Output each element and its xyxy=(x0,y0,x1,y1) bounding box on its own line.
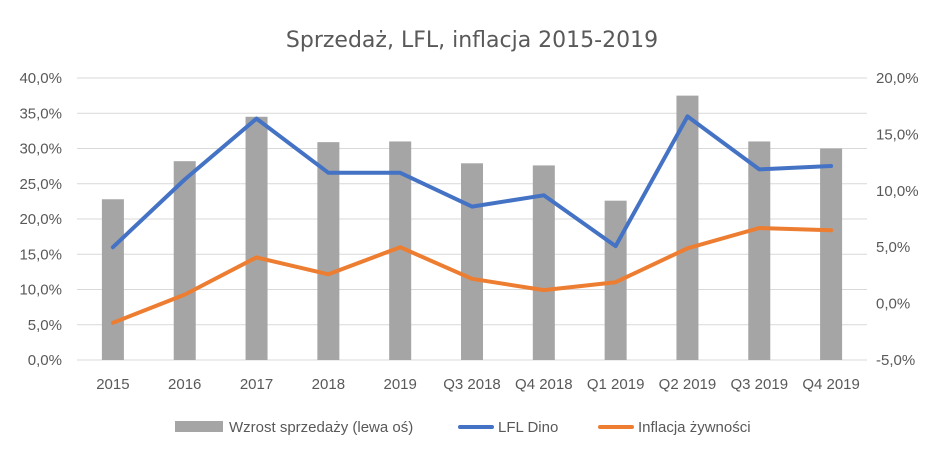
x-axis-tick-label: 2019 xyxy=(383,376,416,393)
right-axis-tick-label: 20,0% xyxy=(876,70,919,87)
left-axis-tick-label: 5,0% xyxy=(28,317,62,334)
bar xyxy=(820,148,843,360)
legend-label: Wzrost sprzedaży (lewa oś) xyxy=(229,419,413,436)
bar-series xyxy=(101,95,843,361)
left-axis-tick-label: 15,0% xyxy=(19,246,62,263)
x-axis-tick-label: 2016 xyxy=(168,376,201,393)
right-axis-tick-label: 5,0% xyxy=(876,239,910,256)
bar xyxy=(532,165,555,360)
bar xyxy=(461,163,483,360)
bar xyxy=(676,95,699,360)
x-axis-tick-label: Q3 2019 xyxy=(730,376,788,393)
right-axis-tick-label: 0,0% xyxy=(876,296,910,313)
right-axis-ticks: -5,0% 0,0% 5,0% 10,0% 15,0% 20,0% xyxy=(876,70,919,369)
left-axis-tick-label: 25,0% xyxy=(19,176,62,193)
left-axis-tick-label: 0,0% xyxy=(28,352,62,369)
x-axis-tick-label: 2015 xyxy=(96,376,129,393)
x-axis-ticks: 2015 2016 2017 2018 2019 Q3 2018 Q4 2018 Q1 201… xyxy=(96,376,860,393)
series-line xyxy=(110,226,834,325)
x-axis-tick-label: Q4 2019 xyxy=(802,376,860,393)
bar xyxy=(389,141,412,360)
legend: Wzrost sprzedaży (lewa oś) LFL Dino Inflac… xyxy=(175,419,751,436)
right-axis-tick-label: 15,0% xyxy=(876,126,919,143)
x-axis-tick-label: Q3 2018 xyxy=(443,376,501,393)
bar xyxy=(245,116,268,361)
left-axis-tick-label: 30,0% xyxy=(19,141,62,158)
line-series xyxy=(110,114,834,325)
left-axis-tick-label: 10,0% xyxy=(19,282,62,299)
bar xyxy=(748,141,771,360)
right-axis-tick-label: -5,0% xyxy=(876,352,915,369)
x-axis-tick-label: Q1 2019 xyxy=(587,376,645,393)
bar xyxy=(317,142,340,360)
series-line xyxy=(110,114,834,250)
left-axis-tick-label: 20,0% xyxy=(19,211,62,228)
x-axis-tick-label: Q4 2018 xyxy=(515,376,573,393)
x-axis-tick-label: 2017 xyxy=(240,376,273,393)
left-axis-ticks: 0,0% 5,0% 10,0% 15,0% 20,0% 25,0% 30,0% 35,0% 40… xyxy=(19,70,62,369)
legend-label: Inflacja żywności xyxy=(638,419,751,436)
x-axis-tick-label: Q2 2019 xyxy=(659,376,717,393)
x-axis-tick-label: 2018 xyxy=(312,376,345,393)
left-axis-tick-label: 35,0% xyxy=(19,105,62,122)
bar xyxy=(173,161,196,360)
legend-swatch xyxy=(175,421,223,432)
right-axis-tick-label: 10,0% xyxy=(876,183,919,200)
legend-label: LFL Dino xyxy=(498,419,558,436)
left-axis-tick-label: 40,0% xyxy=(19,70,62,87)
chart-title: Sprzedaż, LFL, inflacja 2015-2019 xyxy=(286,28,658,53)
bar xyxy=(101,199,124,360)
